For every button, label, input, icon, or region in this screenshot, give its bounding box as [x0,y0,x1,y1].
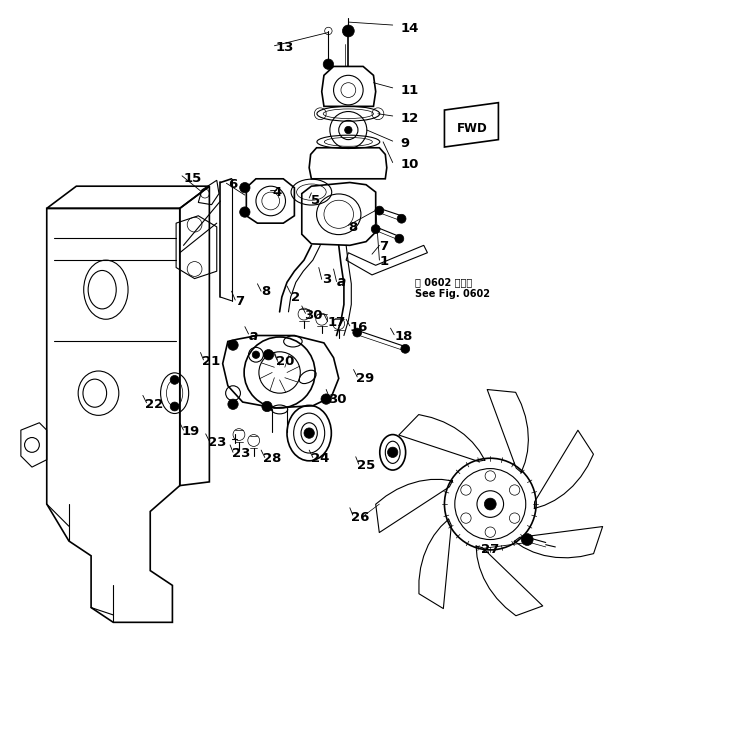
Circle shape [228,340,238,350]
Text: 15: 15 [184,171,202,185]
Circle shape [240,207,250,217]
Text: 20: 20 [276,355,295,368]
Text: FWD: FWD [456,122,487,135]
Circle shape [304,428,315,439]
Text: 6: 6 [228,178,237,191]
Circle shape [344,126,352,134]
Circle shape [228,399,238,410]
Circle shape [371,225,380,234]
Circle shape [323,59,333,70]
Text: 3: 3 [321,273,331,286]
Circle shape [252,351,260,358]
Circle shape [484,498,496,510]
Text: 23: 23 [231,447,250,460]
Text: 17: 17 [327,316,346,329]
Circle shape [262,401,272,412]
Circle shape [170,402,179,411]
Text: 2: 2 [291,291,300,303]
Text: 14: 14 [400,22,418,35]
Circle shape [342,25,354,37]
Text: a: a [336,275,346,289]
Text: 22: 22 [145,398,164,411]
Text: 7: 7 [235,295,244,308]
Circle shape [240,183,250,193]
Text: 26: 26 [351,510,370,524]
Text: 27: 27 [481,543,500,556]
Text: 1: 1 [379,255,388,268]
Text: 29: 29 [356,372,374,385]
Text: 8: 8 [348,221,358,234]
Circle shape [263,349,274,360]
Text: a: a [248,329,258,343]
Text: 第 0602 図参照
See Fig. 0602: 第 0602 図参照 See Fig. 0602 [415,278,490,299]
Circle shape [388,447,398,458]
Text: 28: 28 [263,453,282,465]
Text: 11: 11 [400,84,418,96]
Text: 25: 25 [357,459,376,472]
Text: 30: 30 [304,309,322,322]
Text: 12: 12 [400,112,418,125]
Circle shape [397,214,406,223]
Text: 19: 19 [182,425,200,438]
Text: 9: 9 [400,137,409,150]
Circle shape [375,206,384,215]
Text: 8: 8 [261,285,270,298]
Text: 16: 16 [350,321,368,334]
Text: 21: 21 [202,355,220,368]
Circle shape [522,533,533,545]
Text: 18: 18 [394,329,413,343]
Circle shape [353,328,362,337]
Text: 7: 7 [379,240,388,253]
Text: 5: 5 [312,194,321,207]
Text: 24: 24 [312,453,330,465]
Circle shape [170,375,179,384]
Circle shape [395,234,404,243]
Text: 13: 13 [276,42,295,54]
Text: 10: 10 [400,158,418,171]
Text: 4: 4 [272,186,281,199]
Text: 30: 30 [327,393,346,406]
Circle shape [401,344,410,353]
Circle shape [321,394,331,404]
Text: 23: 23 [208,436,226,449]
